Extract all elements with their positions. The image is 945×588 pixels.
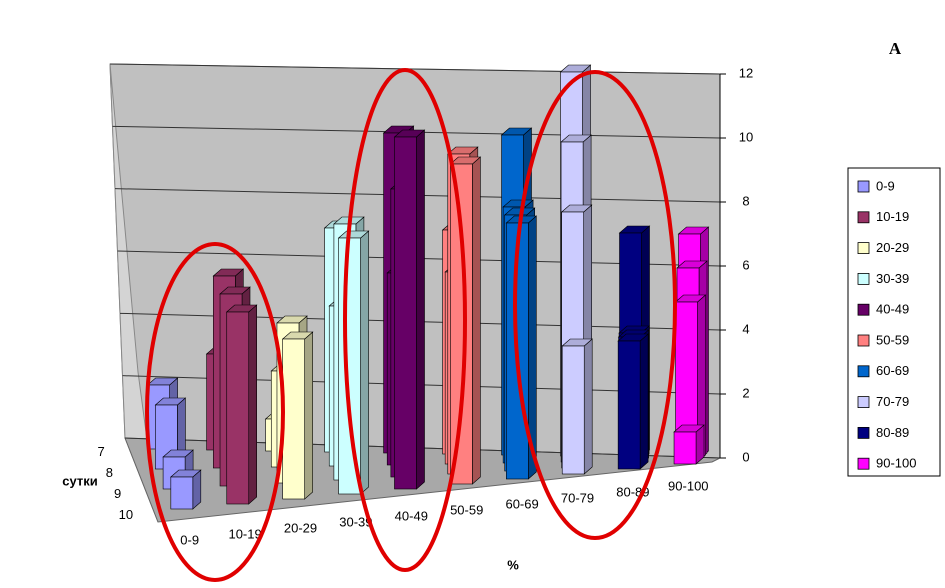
legend-label: 20-29 xyxy=(876,240,909,255)
x-tick-label: 90-100 xyxy=(668,478,708,493)
depth-tick-label: 10 xyxy=(119,507,133,522)
legend-label: 50-59 xyxy=(876,332,909,347)
z-tick-label: 10 xyxy=(739,129,753,144)
z-tick-label: 6 xyxy=(742,257,749,272)
legend-swatch xyxy=(857,396,870,409)
depth-tick-label: 8 xyxy=(106,465,113,480)
legend-swatch xyxy=(857,211,870,224)
z-tick-label: 0 xyxy=(742,449,749,464)
legend-label: 70-79 xyxy=(876,394,909,409)
depth-tick-label: 7 xyxy=(98,444,105,459)
bar xyxy=(673,431,697,465)
bar xyxy=(617,340,641,470)
ellipse xyxy=(343,68,467,572)
bar-side xyxy=(304,331,314,500)
x-axis-label: % xyxy=(507,557,519,572)
bar-side xyxy=(248,304,258,505)
x-tick-label: 40-49 xyxy=(395,508,428,523)
legend-label: 30-39 xyxy=(876,271,909,286)
bar-side xyxy=(472,156,481,485)
z-tick-label: 12 xyxy=(739,65,753,80)
x-tick-label: 30-39 xyxy=(339,514,372,529)
bar xyxy=(170,476,194,510)
legend-swatch xyxy=(857,426,870,439)
legend-swatch xyxy=(857,365,870,378)
legend-label: 40-49 xyxy=(876,302,909,317)
annotation: A xyxy=(889,39,902,58)
x-tick-label: 70-79 xyxy=(561,490,594,505)
z-tick-label: 2 xyxy=(742,385,749,400)
bar xyxy=(561,345,585,475)
bar xyxy=(450,163,473,485)
legend-label: 60-69 xyxy=(876,363,909,378)
depth-axis-label: сутки xyxy=(62,473,97,488)
x-tick-label: 20-29 xyxy=(284,520,317,535)
bar-side xyxy=(639,333,649,470)
legend-swatch xyxy=(857,457,870,470)
bar xyxy=(282,338,305,500)
legend-swatch xyxy=(857,303,870,316)
legend-swatch xyxy=(857,272,870,285)
highlight-ellipses xyxy=(145,68,677,582)
x-tick-label: 50-59 xyxy=(450,502,483,517)
bar-side xyxy=(360,230,369,495)
z-tick-label: 8 xyxy=(742,193,749,208)
ellipse xyxy=(145,242,285,582)
legend-swatch xyxy=(857,180,870,193)
x-tick-label: 60-69 xyxy=(505,496,538,511)
legend-swatch xyxy=(857,334,870,347)
z-tick-label: 4 xyxy=(742,321,749,336)
legend-swatch xyxy=(857,242,870,255)
x-tick-label: 0-9 xyxy=(180,532,199,547)
grid-line xyxy=(109,63,721,75)
bar-side xyxy=(583,338,593,475)
legend-label: 10-19 xyxy=(876,209,909,224)
bar xyxy=(394,136,417,490)
legend-label: 90-100 xyxy=(876,456,916,471)
depth-tick-label: 9 xyxy=(114,486,121,501)
legend-label: 0-9 xyxy=(876,178,895,193)
ellipse xyxy=(513,70,677,540)
x-tick-label: 10-19 xyxy=(228,526,261,541)
legend-label: 80-89 xyxy=(876,425,909,440)
bar-side xyxy=(416,129,425,490)
bar xyxy=(226,311,250,505)
bar xyxy=(338,237,361,495)
